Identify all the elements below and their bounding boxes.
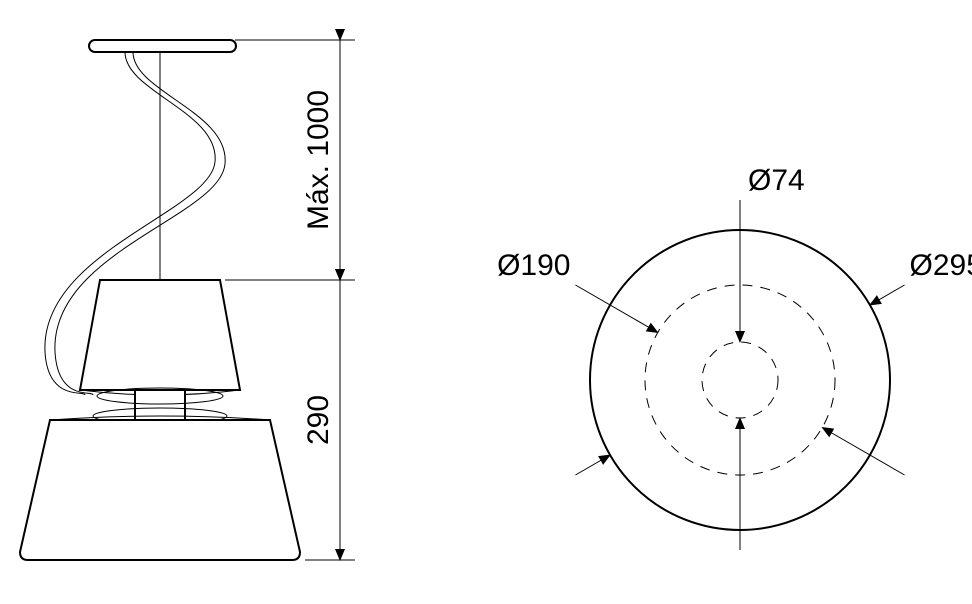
side-view: Máx. 1000 290 bbox=[20, 40, 355, 560]
plan-view: Ø74 Ø190 Ø295 bbox=[497, 164, 972, 550]
technical-drawing: Máx. 1000 290 Ø74 Ø190 Ø295 bbox=[0, 0, 972, 604]
dim-label-outer: Ø295 bbox=[910, 249, 972, 282]
upper-shade bbox=[80, 280, 240, 390]
dim-label-body: 290 bbox=[302, 395, 335, 445]
leader-mid-opp bbox=[822, 428, 904, 476]
dim-label-cable: Máx. 1000 bbox=[302, 90, 335, 230]
lower-shade bbox=[20, 420, 300, 560]
leader-mid bbox=[575, 285, 657, 333]
circle-inner bbox=[702, 342, 778, 418]
leader-outer bbox=[870, 285, 905, 305]
dim-label-inner: Ø74 bbox=[748, 164, 805, 197]
ceiling-plate bbox=[89, 40, 236, 52]
leader-outer-opp bbox=[575, 455, 610, 475]
dim-label-mid: Ø190 bbox=[497, 249, 570, 282]
